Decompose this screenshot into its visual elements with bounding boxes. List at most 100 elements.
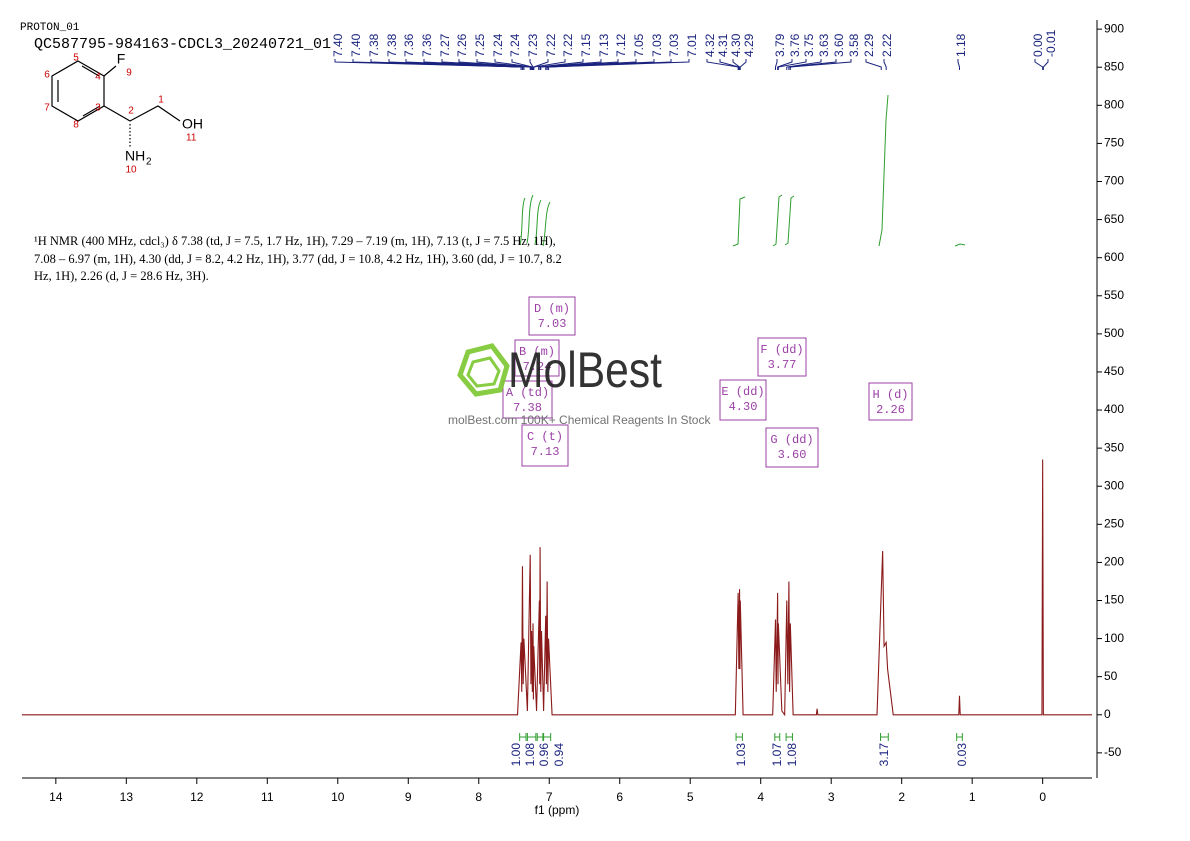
y-tick-label: 500 [1104,326,1124,340]
y-tick-label: 650 [1104,212,1124,226]
peak-label: 7.38 [367,33,381,57]
peak-connector [540,59,619,70]
x-tick-label: 5 [687,790,694,804]
integral-label: 1.03 [734,743,748,767]
peak-label: 3.58 [847,33,861,57]
x-tick-label: 0 [1039,790,1046,804]
peak-connector [739,59,747,70]
integral-bracket [543,733,552,741]
atom-number: 10 [125,165,137,176]
atom-subscript: 2 [146,157,152,168]
peak-connector [548,59,690,70]
peak-label: 7.05 [632,33,646,57]
x-tick-label: 14 [49,790,63,804]
multiplet-shift: 7.24 [523,360,552,374]
y-tick-label: -50 [1104,745,1122,759]
watermark-logo [457,343,510,397]
integral-label: 0.94 [552,743,566,767]
x-tick-label: 3 [828,790,835,804]
x-tick-label: 12 [190,790,204,804]
x-tick-label: 1 [969,790,976,804]
atom-number: 3 [95,103,101,114]
y-tick-label: 800 [1104,97,1124,111]
peak-label: 7.23 [526,33,540,57]
peak-label: 1.18 [954,33,968,57]
peak-label: 7.40 [349,33,363,57]
x-tick-label: 9 [405,790,412,804]
atom: OH [182,116,203,132]
multiplet-shift: 7.38 [513,401,542,415]
peak-connector [476,59,533,70]
y-tick-label: 900 [1104,21,1124,35]
y-tick-label: 250 [1104,516,1124,530]
y-tick-label: 850 [1104,59,1124,73]
y-tick-label: 450 [1104,364,1124,378]
integral-bracket [735,733,743,741]
x-tick-label: 13 [120,790,134,804]
integral-label: 0.96 [537,743,551,767]
integral-label: 1.00 [509,743,523,767]
integral-bracket [956,733,963,741]
peak-connector [423,59,525,70]
peak-label: 7.15 [579,33,593,57]
atom-number: 1 [158,95,164,106]
atom-number: 8 [73,120,79,131]
peak-connector [883,59,887,70]
integral-bracket [880,733,889,741]
x-axis-title: f1 (ppm) [535,803,580,817]
peak-label: 7.25 [473,33,487,57]
peak-connector [529,59,534,70]
integral-bracket [519,733,527,741]
peak-connector [777,59,793,70]
peak-connector [533,59,566,70]
multiplet-label: G (dd) [770,433,813,447]
peak-label: 7.36 [402,33,416,57]
peak-label: 3.75 [802,33,816,57]
peak-connector [706,59,739,70]
peak-label: 7.26 [455,33,469,57]
peak-connector [1042,59,1049,70]
x-tick-label: 8 [475,790,482,804]
integral-bracket [774,733,781,741]
y-tick-label: 350 [1104,440,1124,454]
multiplet-label: F (dd) [760,343,803,357]
peak-label: 7.38 [385,33,399,57]
y-tick-label: 200 [1104,555,1124,569]
description-line: Hz, 1H), 2.26 (d, J = 28.6 Hz, 3H). [34,269,209,283]
peak-connector [1034,59,1044,70]
integral-label: 0.03 [955,743,969,767]
peak-label: 7.27 [438,33,452,57]
y-tick-label: 50 [1104,669,1118,683]
peak-label: 4.30 [729,33,743,57]
atom: F [117,51,126,67]
integral-curves [519,94,966,247]
atom-number: 7 [44,103,50,114]
y-tick-label: 100 [1104,631,1124,645]
peak-connector [458,59,532,70]
peak-connector [441,59,531,70]
peak-connector [789,59,852,70]
peak-connector [538,59,584,70]
peak-connector [865,59,882,70]
multiplet-box [719,379,767,421]
peak-label: 0.00 [1031,33,1045,57]
peak-connector [788,59,837,70]
x-tick-label: 4 [757,790,764,804]
multiplet-shift: 2.26 [876,403,905,417]
peak-connector [786,59,822,70]
x-tick-label: 11 [261,790,274,804]
x-tick-label: 2 [898,790,905,804]
multiplet-label: D (m) [534,302,570,316]
multiplet-box [521,424,569,467]
peak-label: 7.03 [650,33,664,57]
peak-label: 3.76 [788,33,802,57]
watermark-logo-inner [466,356,501,388]
peak-connector [539,59,602,70]
peak-connector [957,59,960,70]
multiplet-label: E (dd) [721,385,764,399]
multiplet-box [868,382,913,421]
watermark-brand: MolBest [508,342,662,398]
atom-number: 11 [186,133,197,144]
peak-label: 7.22 [561,33,575,57]
